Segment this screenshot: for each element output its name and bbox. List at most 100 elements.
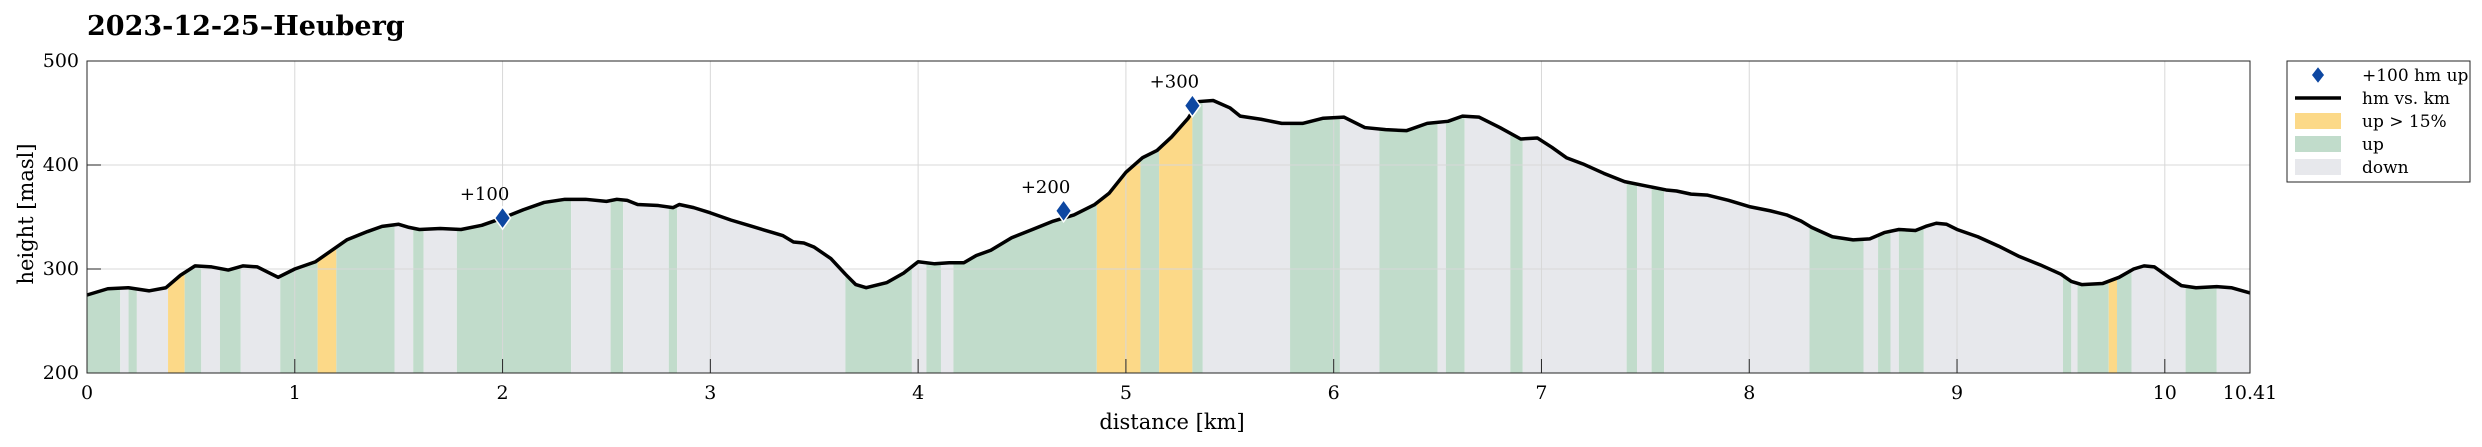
band-steep-4 [168, 272, 185, 373]
band-steep-26 [1096, 159, 1141, 373]
chart-title: 2023-12-25–Heuberg [87, 11, 405, 42]
slope-bands [87, 100, 2250, 374]
band-up-31 [1290, 117, 1340, 374]
band-down-50 [2071, 281, 2078, 373]
band-up-25 [953, 202, 1097, 373]
x-tick-label-2: 2 [497, 382, 509, 404]
band-steep-28 [1159, 111, 1193, 373]
band-down-22 [911, 261, 927, 373]
legend-label-1: hm vs. km [2362, 89, 2450, 109]
x-tick-label-3: 3 [704, 382, 716, 404]
x-tick-label-10: 10 [2153, 382, 2177, 404]
band-down-40 [1637, 184, 1652, 373]
marker-label-1: +200 [1021, 177, 1070, 198]
band-down-18 [623, 199, 669, 373]
band-down-36 [1464, 116, 1511, 373]
x-tick-label-6: 6 [1328, 382, 1340, 404]
band-up-11 [336, 224, 395, 373]
y-tick-labels: 200 300 400 500 [43, 50, 79, 384]
x-tick-label-5: 5 [1120, 382, 1132, 404]
x-tick-label-7: 7 [1535, 382, 1547, 404]
y-tick-label-3: 500 [43, 50, 79, 72]
band-up-17 [610, 199, 624, 373]
legend: +100 hm up hm vs. km up > 15% up down [2286, 60, 2471, 183]
band-down-30 [1202, 100, 1291, 374]
band-up-49 [2062, 275, 2072, 373]
band-up-5 [184, 265, 202, 373]
marker-label-2: +300 [1150, 72, 1199, 93]
series-line-hm-vs-km [86, 98, 2251, 297]
marker-diamond-1 [1054, 198, 1073, 224]
band-up-41 [1651, 187, 1665, 373]
band-up-55 [2185, 286, 2217, 373]
x-tick-label-11: 10.41 [2223, 382, 2277, 404]
band-down-3 [136, 285, 169, 373]
band-up-0 [87, 288, 121, 373]
band-up-23 [926, 262, 941, 373]
band-down-54 [2131, 265, 2186, 373]
legend-label-0: +100 hm up [2362, 66, 2469, 86]
y-tick-label-0: 200 [43, 362, 79, 384]
band-down-14 [423, 228, 457, 373]
band-up-51 [2077, 281, 2109, 373]
band-down-56 [2216, 286, 2250, 373]
band-down-34 [1437, 121, 1446, 373]
band-down-38 [1522, 137, 1627, 373]
band-up-15 [456, 199, 572, 373]
band-down-24 [940, 262, 954, 373]
band-up-29 [1192, 101, 1203, 373]
plot-frame [86, 60, 2251, 374]
band-down-12 [394, 224, 414, 373]
band-down-48 [1923, 223, 2063, 373]
legend-swatch-0 [2310, 64, 2326, 86]
band-up-43 [1809, 226, 1864, 373]
legend-label-3: up [2362, 135, 2384, 155]
band-up-19 [668, 205, 678, 373]
band-up-27 [1140, 148, 1160, 373]
x-tick-labels: 0 1 2 3 4 5 6 7 8 9 10 10.41 [81, 382, 2277, 404]
band-up-37 [1510, 133, 1523, 373]
x-tick-label-8: 8 [1743, 382, 1755, 404]
band-up-9 [280, 260, 318, 373]
y-tick-label-2: 400 [43, 154, 79, 176]
band-up-45 [1878, 231, 1891, 373]
marker-label-0: +100 [460, 184, 509, 205]
line-layer [86, 98, 2251, 297]
band-down-6 [201, 266, 220, 373]
legend-swatch-2 [2295, 113, 2341, 129]
band-down-8 [240, 265, 281, 373]
grid [87, 61, 2250, 373]
y-axis-label: height [masl] [14, 143, 38, 284]
legend-label-2: up > 15% [2362, 112, 2447, 132]
band-up-21 [845, 266, 912, 373]
x-tick-label-9: 9 [1951, 382, 1963, 404]
band-up-33 [1379, 122, 1438, 373]
band-up-39 [1626, 182, 1638, 373]
band-up-47 [1898, 227, 1924, 373]
band-down-1 [120, 287, 129, 373]
x-axis-label: distance [km] [1099, 410, 1244, 434]
band-steep-52 [2108, 278, 2118, 373]
markers: +100 +200 +300 [460, 72, 1202, 231]
marker-diamond-2 [1183, 93, 1202, 118]
band-down-44 [1863, 235, 1879, 373]
band-up-2 [128, 287, 137, 373]
axes [86, 60, 2251, 374]
x-tick-label-0: 0 [81, 382, 93, 404]
marker-diamond-0 [493, 205, 512, 231]
band-down-20 [677, 204, 846, 373]
legend-label-4: down [2362, 158, 2409, 178]
legend-swatch-4 [2295, 159, 2341, 175]
band-up-7 [219, 266, 241, 373]
band-steep-10 [317, 247, 337, 373]
x-tick-label-4: 4 [912, 382, 924, 404]
band-up-13 [413, 228, 424, 373]
band-up-35 [1445, 116, 1465, 374]
band-down-32 [1339, 117, 1380, 373]
band-down-42 [1664, 189, 1810, 373]
y-tick-label-1: 300 [43, 258, 79, 280]
band-down-46 [1890, 229, 1899, 373]
band-up-53 [2117, 270, 2132, 373]
band-down-16 [571, 199, 611, 373]
